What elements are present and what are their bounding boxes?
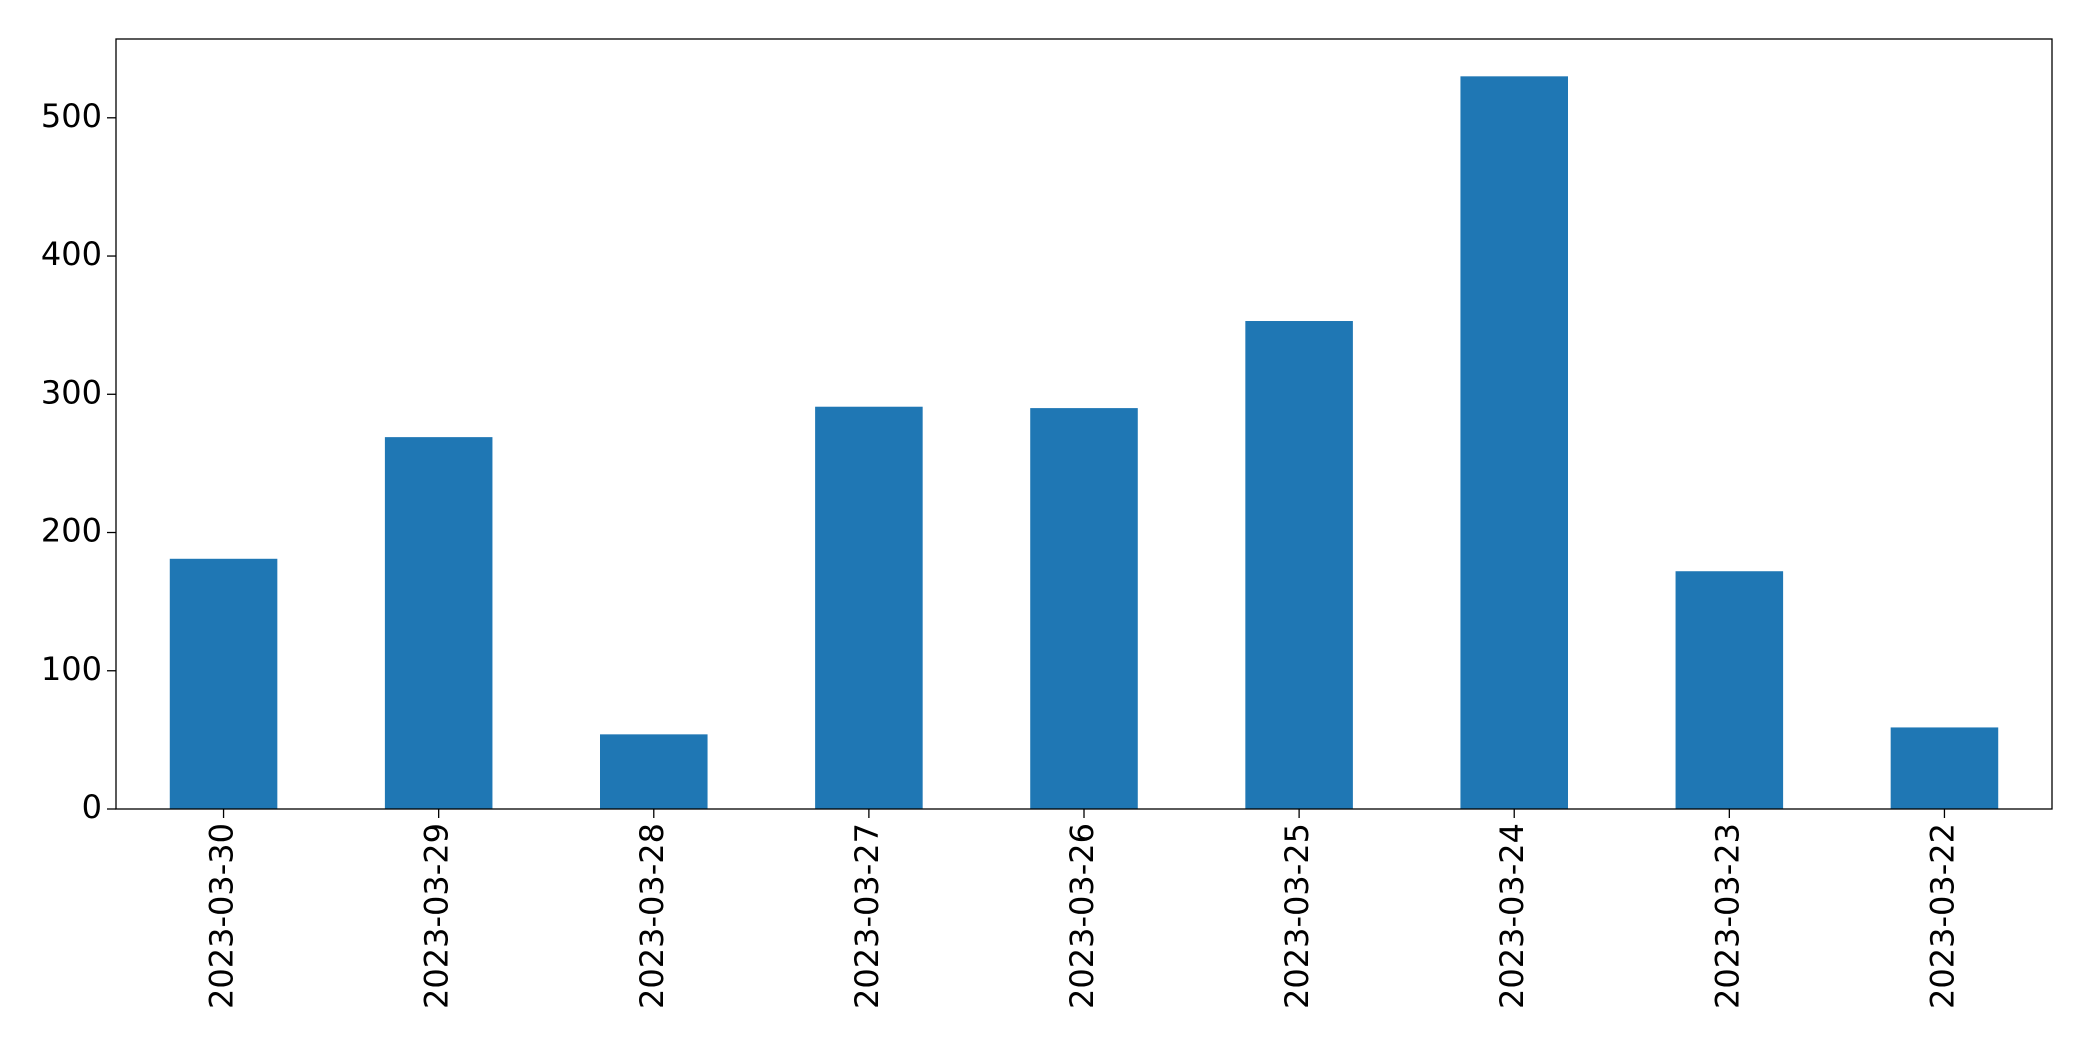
y-tick-label: 400 (41, 235, 102, 273)
y-tick-label: 300 (41, 373, 102, 411)
bar (1030, 408, 1138, 809)
bar (169, 558, 278, 809)
bar (815, 406, 923, 809)
y-tick-label: 200 (41, 512, 102, 550)
bar (384, 437, 493, 809)
x-tick-label: 2023-03-22 (1923, 823, 1961, 1009)
bar (1460, 76, 1568, 810)
x-tick-label: 2023-03-30 (203, 823, 241, 1009)
x-tick-label: 2023-03-28 (633, 823, 671, 1009)
bar (600, 734, 708, 809)
y-tick-label: 500 (41, 97, 102, 135)
x-tick-label: 2023-03-24 (1493, 823, 1531, 1009)
y-tick-label: 0 (82, 788, 102, 826)
bar (1890, 727, 1999, 809)
y-tick-label: 100 (41, 650, 102, 688)
x-tick-label: 2023-03-27 (848, 823, 886, 1009)
x-tick-label: 2023-03-25 (1278, 823, 1316, 1009)
x-tick-label: 2023-03-26 (1063, 823, 1101, 1009)
bar (1675, 571, 1784, 809)
x-tick-label: 2023-03-29 (418, 823, 456, 1009)
x-tick-label: 2023-03-23 (1708, 823, 1746, 1009)
bar (1245, 321, 1353, 809)
